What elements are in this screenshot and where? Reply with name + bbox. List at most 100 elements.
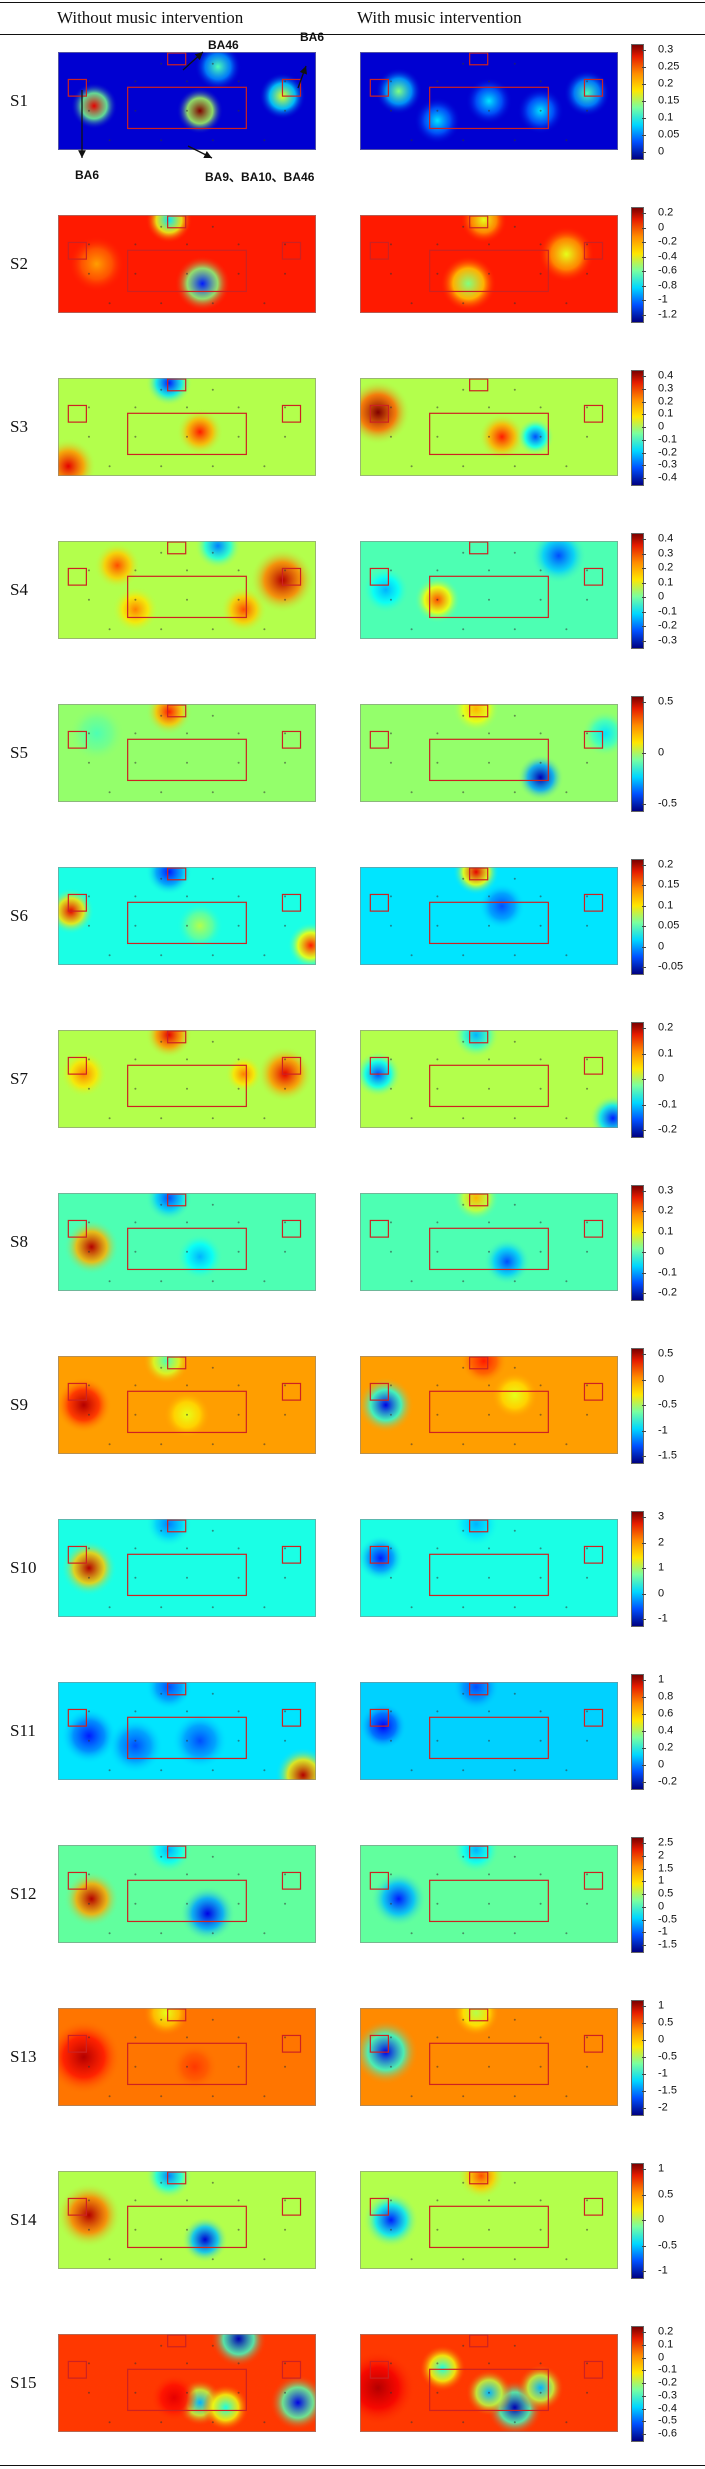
activation-spot xyxy=(517,754,564,801)
colorbar-tick-mark xyxy=(642,285,646,287)
heatmap-with-music xyxy=(360,2171,618,2269)
colorbar-tick-label: -1 xyxy=(658,2067,668,2080)
channel-dot xyxy=(410,628,413,631)
channel-dot xyxy=(160,1932,163,1935)
channel-dot xyxy=(586,1576,589,1579)
channel-dot xyxy=(436,1873,439,1876)
channel-dot xyxy=(488,272,490,275)
ba6-left-box xyxy=(369,1382,389,1401)
activation-spot xyxy=(530,541,587,584)
channel-dot xyxy=(410,1117,413,1120)
colorbar-tick-label: -0.1 xyxy=(658,2363,677,2376)
colorbar-tick-label: -0.5 xyxy=(658,1398,677,1411)
ba46-top-box xyxy=(469,1030,489,1044)
colorbar-tick-label: 0.2 xyxy=(658,561,674,574)
channel-dot xyxy=(389,109,392,112)
colorbar-tick-mark xyxy=(642,1568,646,1569)
ba6-right-box xyxy=(583,1545,604,1564)
activation-spot xyxy=(145,2171,193,2200)
channel-dot xyxy=(237,761,240,764)
channel-dot xyxy=(565,791,568,794)
channel-dot xyxy=(87,406,90,409)
activation-spot xyxy=(287,922,316,965)
channel-dot xyxy=(513,1855,516,1858)
activation-spot xyxy=(375,67,422,115)
channel-dot xyxy=(436,895,439,898)
channel-dot xyxy=(389,1058,392,1061)
channel-dot xyxy=(160,628,163,631)
colorbar xyxy=(631,2326,644,2442)
colorbar xyxy=(631,1511,644,1627)
channel-dot xyxy=(186,2391,188,2394)
channel-dot xyxy=(513,139,516,142)
colorbar-tick-mark xyxy=(642,50,646,51)
channel-dot xyxy=(284,2199,287,2202)
channel-dot xyxy=(436,924,439,927)
channel-dot xyxy=(488,1058,490,1061)
channel-dot xyxy=(436,1250,439,1253)
channel-dot xyxy=(513,388,516,391)
channel-dot xyxy=(134,109,137,112)
top-rule xyxy=(0,2,705,3)
ba46-top-box xyxy=(167,2171,187,2185)
channel-dot xyxy=(211,2018,214,2021)
channel-dot xyxy=(389,2065,392,2068)
channel-dot xyxy=(586,1384,589,1387)
colorbar-tick-mark xyxy=(642,804,646,805)
channel-dot xyxy=(87,1221,90,1224)
colorbar-tick-mark xyxy=(642,118,646,119)
channel-dot xyxy=(160,2181,163,2184)
channel-dot xyxy=(436,1413,439,1416)
colorbar-tick-mark xyxy=(642,2057,646,2058)
channel-dot xyxy=(87,569,90,572)
ba46-top-box xyxy=(469,867,489,881)
ba6-right-box xyxy=(583,730,604,749)
prefrontal-box xyxy=(127,1553,247,1597)
channel-dot xyxy=(108,1606,111,1609)
channel-dot xyxy=(586,435,589,438)
channel-dot xyxy=(513,62,516,65)
channel-dot xyxy=(134,2362,137,2365)
colorbar-tick-label: -0.1 xyxy=(658,433,677,446)
channel-dot xyxy=(586,406,589,409)
channel-dot xyxy=(513,954,516,957)
channel-dot xyxy=(436,1710,439,1713)
colorbar-tick-mark xyxy=(642,401,646,403)
ba6-left-box xyxy=(67,1056,87,1075)
channel-dot xyxy=(237,2065,240,2068)
panel-frame xyxy=(360,1845,618,1943)
colorbar-tick-mark xyxy=(642,414,646,416)
channel-dot xyxy=(586,1873,589,1876)
ba6-left-box xyxy=(67,1871,87,1890)
channel-dot xyxy=(87,924,90,927)
prefrontal-box xyxy=(429,575,549,619)
channel-dot xyxy=(108,139,111,142)
channel-dot xyxy=(284,406,287,409)
colorbar-tick-mark xyxy=(642,1843,646,1844)
channel-dot xyxy=(488,435,490,438)
panel-frame xyxy=(360,2171,618,2269)
colorbar-tick-mark xyxy=(642,452,646,454)
activation-spot xyxy=(145,704,193,736)
ba6-left-box xyxy=(369,1871,389,1890)
channel-dot xyxy=(539,2036,542,2039)
channel-dot xyxy=(410,1769,413,1772)
colorbar-tick-mark xyxy=(642,582,646,584)
channel-dot xyxy=(462,139,465,142)
colorbar-tick-mark xyxy=(642,242,646,244)
channel-dot xyxy=(211,2095,214,2098)
colorbar-tick-label: 0.15 xyxy=(658,878,680,891)
channel-dot xyxy=(410,1443,413,1446)
colorbar-tick-label: 0.1 xyxy=(658,111,674,124)
ba6-left-box xyxy=(67,404,87,423)
channel-dot xyxy=(134,2391,137,2394)
heatmap-without-music xyxy=(58,2334,316,2432)
channel-dot xyxy=(436,2391,439,2394)
colorbar-tick-label: -0.2 xyxy=(658,1286,677,1299)
colorbar-tick-mark xyxy=(642,1053,646,1055)
channel-dot xyxy=(87,1739,90,1742)
activation-spot xyxy=(370,1871,427,1927)
channel-dot xyxy=(134,1250,137,1253)
channel-dot xyxy=(284,80,287,83)
activation-spot xyxy=(516,418,555,456)
